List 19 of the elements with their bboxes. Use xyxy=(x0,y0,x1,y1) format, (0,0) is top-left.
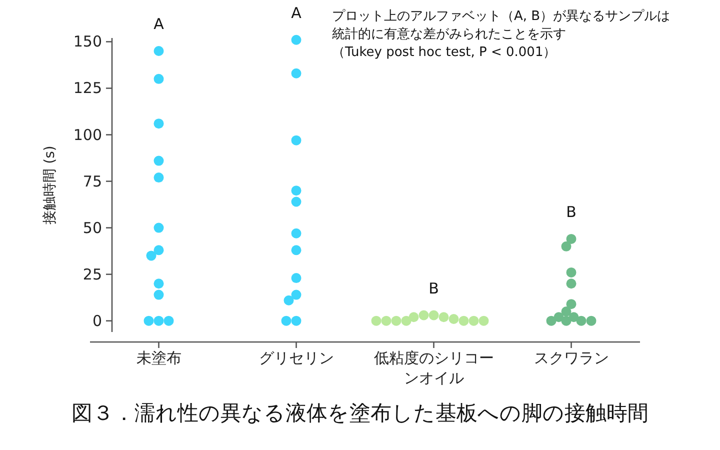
y-tick-label: 125 xyxy=(73,79,102,98)
x-tick-label: 低粘度のシリコーンオイル xyxy=(372,348,495,388)
y-tick-label: 100 xyxy=(73,126,102,144)
annotation: （Tukey post hoc test, P < 0.001） xyxy=(332,45,556,60)
y-tick-label: 75 xyxy=(82,172,102,190)
y-tick-label: 25 xyxy=(82,265,102,284)
x-tick-label: スクワラン xyxy=(532,348,610,368)
x-tick-label: 未塗布 xyxy=(135,348,182,368)
x-tick-label: グリセリン xyxy=(258,348,335,368)
text: A xyxy=(291,4,302,22)
y-axis-title: 接触時間 (s) xyxy=(42,146,58,224)
y-tick-label: 0 xyxy=(92,312,102,330)
annotation: B xyxy=(428,279,439,298)
y-tick-label: 50 xyxy=(82,218,102,237)
text: 図３．濡れ性の異なる液体を塗布した基板への脚の接触時間 xyxy=(72,401,648,425)
text: A xyxy=(154,15,165,34)
annotation: プロット上のアルファベット（A, B）が異なるサンプルは統計的に有意な差がみられたことを示す xyxy=(332,9,670,42)
y-tick-label: 150 xyxy=(73,32,102,51)
annotation: B xyxy=(566,202,576,221)
